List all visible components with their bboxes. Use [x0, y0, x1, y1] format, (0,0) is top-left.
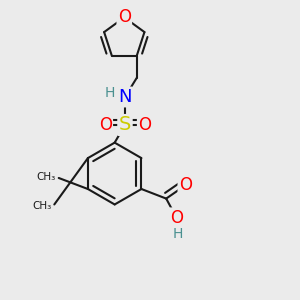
Text: O: O	[118, 8, 131, 26]
Text: H: H	[104, 85, 115, 100]
Text: CH₃: CH₃	[37, 172, 56, 182]
Text: S: S	[119, 116, 131, 134]
Text: N: N	[118, 88, 132, 106]
Text: O: O	[179, 176, 192, 194]
Text: CH₃: CH₃	[32, 201, 51, 211]
Text: O: O	[138, 116, 151, 134]
Text: O: O	[99, 116, 112, 134]
Text: H: H	[173, 227, 183, 241]
Text: O: O	[170, 209, 183, 227]
